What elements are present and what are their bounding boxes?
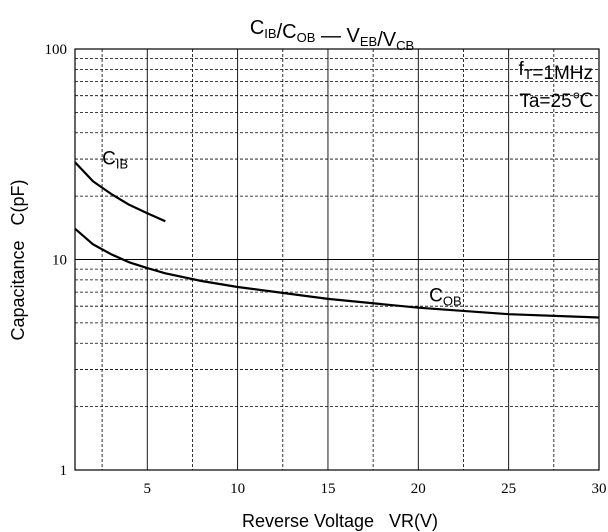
annotation: Ta=25℃ — [519, 91, 593, 112]
y-tick-label: 100 — [45, 42, 68, 58]
curves — [74, 161, 600, 319]
series-labels: CIB COB — [102, 148, 462, 308]
series-label: CIB — [102, 148, 128, 171]
y-tick-label: 1 — [60, 463, 68, 479]
series-line-c-ob — [74, 227, 600, 319]
x-axis-label: Reverse Voltage VR(V) — [242, 511, 438, 531]
annotations: fT=1MHz Ta=25℃ — [518, 59, 593, 112]
y-axis-label: Capacitance C(pF) — [8, 179, 28, 340]
x-tick-label: 5 — [144, 481, 152, 497]
series-label: COB — [429, 286, 462, 309]
chart-title: CIB/COB — VEB/VCB — [250, 17, 414, 53]
x-tick-label: 30 — [592, 481, 607, 497]
annotation: fT=1MHz — [518, 59, 593, 84]
x-tick-label: 25 — [501, 481, 516, 497]
grid — [75, 49, 599, 470]
x-tick-label: 10 — [230, 481, 245, 497]
x-tick-label: 20 — [411, 481, 426, 497]
series-line-c-ib — [74, 161, 166, 223]
tick-labels: 5 10 15 20 25 30 1 10 100 — [45, 42, 607, 497]
y-tick-label: 10 — [52, 253, 67, 269]
x-tick-label: 15 — [320, 481, 335, 497]
plot-frame — [74, 48, 600, 471]
